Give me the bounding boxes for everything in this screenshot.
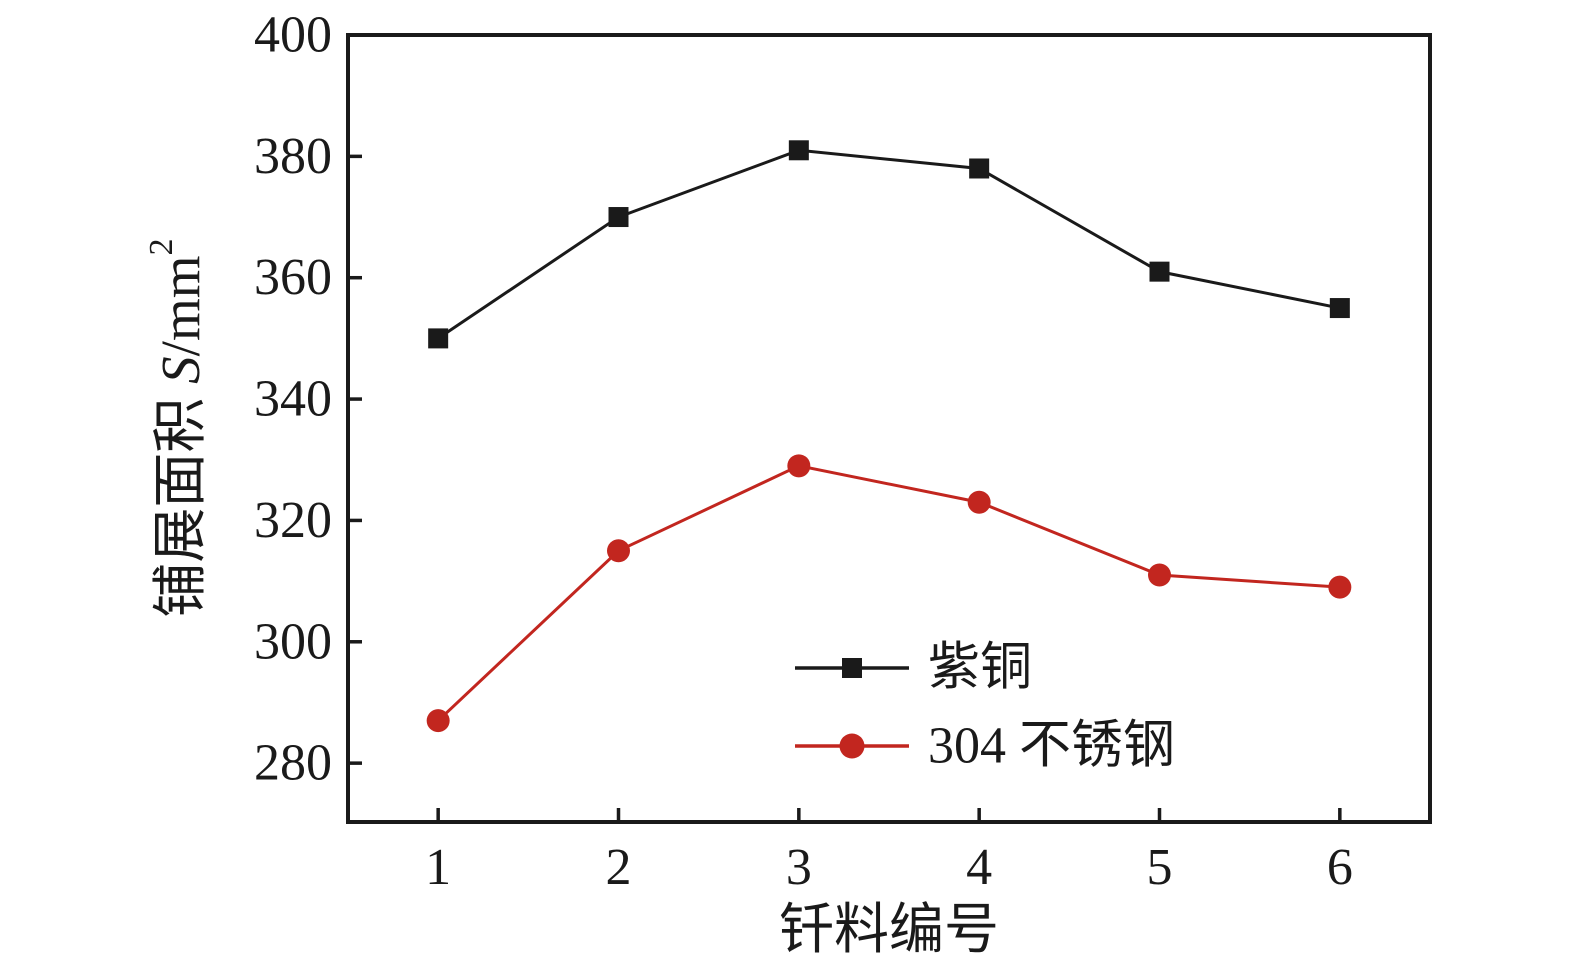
series-line-circle [437, 464, 1340, 722]
y-tick-label: 340 [254, 371, 332, 428]
y-tick-label: 360 [254, 249, 332, 306]
y-tick-label: 320 [254, 492, 332, 549]
x-axis-title: 钎料编号 [779, 899, 999, 960]
legend: 紫铜 304 不锈钢 [795, 640, 1175, 775]
x-tick-label: 1 [425, 839, 451, 896]
legend-label: 304 不锈钢 [928, 718, 1175, 775]
x-tick-label: 3 [786, 839, 812, 896]
x-tick-label: 2 [606, 839, 632, 896]
square-data-point-marker [1329, 298, 1350, 319]
y-tick-label: 300 [254, 613, 332, 670]
square-data-point-marker [428, 328, 449, 349]
square-data-point-marker [788, 140, 809, 161]
circle-data-point-marker [787, 454, 811, 478]
plot-frame-box [346, 33, 1432, 824]
plot-frame [346, 33, 1432, 824]
circle-data-point-marker [607, 539, 630, 563]
x-tick-label: 6 [1327, 839, 1353, 896]
y-tick-label: 400 [254, 7, 332, 64]
series-line-square [437, 148, 1341, 340]
y-tick-label: 380 [254, 128, 332, 185]
square-data-point-marker [969, 158, 990, 179]
legend-item: 304 不锈钢 [795, 718, 1175, 775]
circle-data-point-marker [426, 709, 450, 733]
y-axis-title-text: 铺展面积 S/mm2 [143, 238, 211, 617]
y-tick-label: 280 [254, 735, 332, 792]
axis-ticks: 280 300 320 340 360 380 400 1 2 3 4 5 6 [254, 7, 1353, 897]
circle-data-point-marker [1148, 563, 1171, 587]
x-tick-label: 4 [966, 839, 992, 896]
square-data-point-marker [1149, 261, 1170, 282]
x-tick-label: 5 [1147, 839, 1173, 896]
square-data-point-marker [608, 207, 629, 228]
circle-data-point-marker [967, 490, 991, 514]
y-axis-title: 铺展面积 S/mm2 [143, 238, 211, 617]
legend-square-marker-icon [842, 658, 862, 678]
circle-data-point-marker [1328, 575, 1352, 599]
data-series [426, 140, 1352, 733]
legend-circle-marker-icon [839, 733, 865, 759]
legend-label: 紫铜 [928, 640, 1032, 697]
legend-item: 紫铜 [795, 640, 1032, 697]
